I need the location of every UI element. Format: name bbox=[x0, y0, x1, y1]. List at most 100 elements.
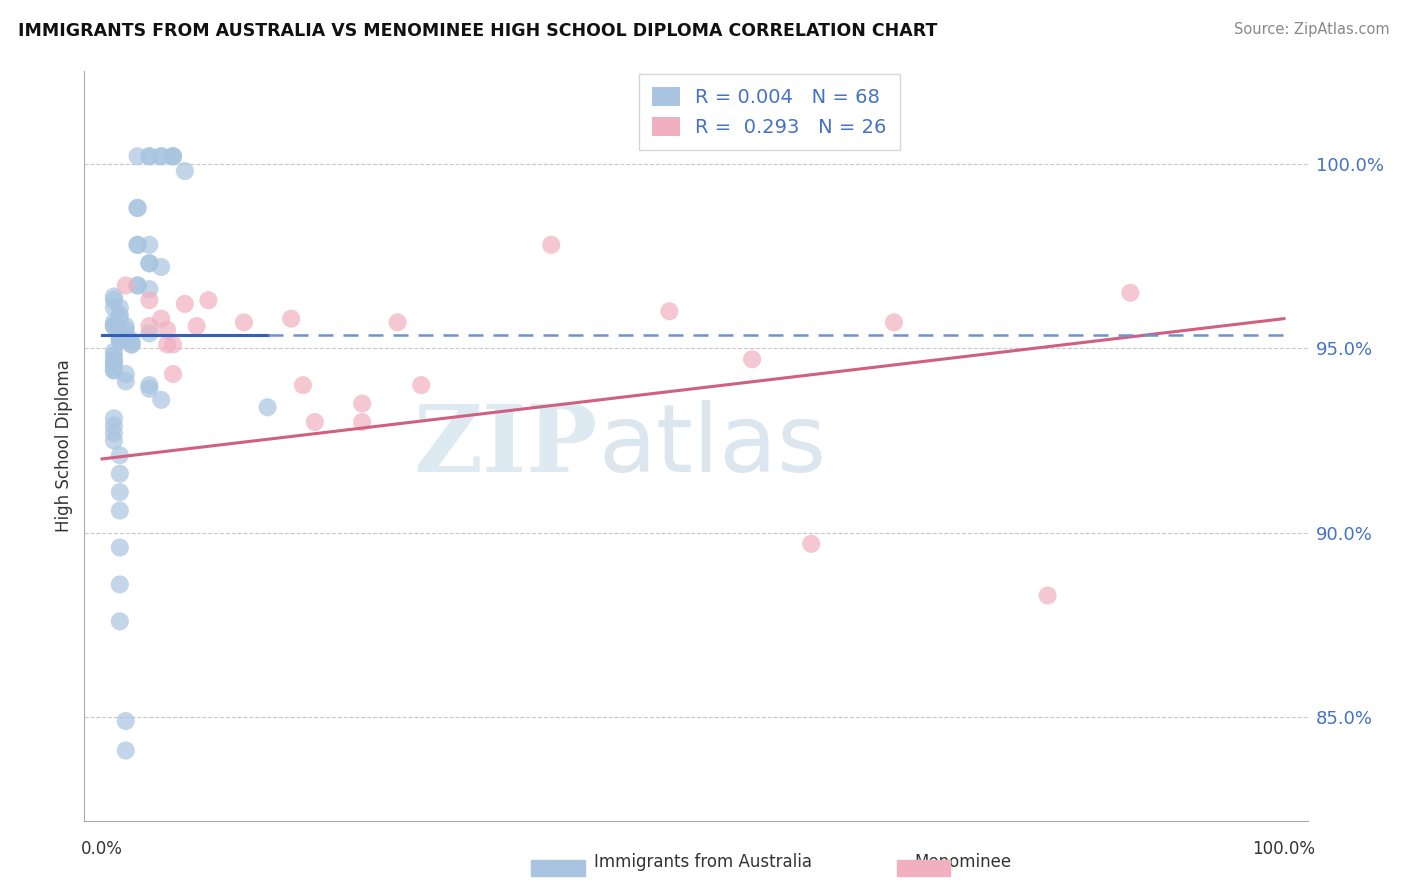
Point bbox=[108, 615, 131, 629]
Point bbox=[108, 577, 131, 591]
Point bbox=[114, 714, 136, 728]
Text: Source: ZipAtlas.com: Source: ZipAtlas.com bbox=[1233, 22, 1389, 37]
Point bbox=[108, 334, 131, 348]
Point bbox=[108, 301, 131, 315]
Point bbox=[103, 356, 125, 370]
Point bbox=[162, 149, 184, 163]
Point bbox=[127, 201, 149, 215]
Point bbox=[883, 315, 905, 329]
Point bbox=[138, 382, 160, 396]
Point bbox=[121, 334, 143, 348]
Point bbox=[232, 315, 254, 329]
Point bbox=[150, 392, 173, 407]
Point bbox=[108, 467, 131, 481]
Point bbox=[741, 352, 763, 367]
Point bbox=[103, 319, 125, 334]
Point bbox=[138, 149, 160, 163]
Point bbox=[114, 743, 136, 757]
Point bbox=[114, 375, 136, 389]
Point bbox=[256, 401, 278, 415]
Point bbox=[138, 149, 160, 163]
Point bbox=[108, 448, 131, 462]
Point bbox=[103, 356, 125, 370]
Point bbox=[186, 319, 208, 334]
Point bbox=[108, 330, 131, 344]
Point bbox=[108, 485, 131, 500]
Point bbox=[127, 237, 149, 252]
Point bbox=[1036, 589, 1059, 603]
Point bbox=[103, 315, 125, 329]
Point bbox=[138, 319, 160, 334]
Point bbox=[121, 337, 143, 351]
Point bbox=[103, 434, 125, 448]
Point bbox=[103, 289, 125, 303]
Point bbox=[103, 363, 125, 377]
Point bbox=[138, 237, 160, 252]
Point bbox=[103, 349, 125, 363]
Point bbox=[103, 359, 125, 374]
Point bbox=[127, 201, 149, 215]
Point bbox=[103, 319, 125, 334]
Legend: R = 0.004   N = 68, R =  0.293   N = 26: R = 0.004 N = 68, R = 0.293 N = 26 bbox=[638, 73, 900, 151]
Point bbox=[103, 293, 125, 308]
Point bbox=[127, 278, 149, 293]
Point bbox=[540, 237, 562, 252]
Point bbox=[127, 278, 149, 293]
Point bbox=[121, 337, 143, 351]
Point bbox=[108, 330, 131, 344]
Point bbox=[108, 334, 131, 348]
Point bbox=[304, 415, 326, 429]
Point bbox=[197, 293, 219, 308]
Point bbox=[108, 308, 131, 322]
Point bbox=[1119, 285, 1142, 300]
Point bbox=[138, 326, 160, 341]
Text: Immigrants from Australia: Immigrants from Australia bbox=[593, 853, 813, 871]
Point bbox=[162, 149, 184, 163]
Point bbox=[114, 326, 136, 341]
Text: atlas: atlas bbox=[598, 400, 827, 492]
Point bbox=[280, 311, 302, 326]
Point bbox=[114, 278, 136, 293]
Point bbox=[127, 237, 149, 252]
Text: ZIP: ZIP bbox=[413, 401, 598, 491]
Text: IMMIGRANTS FROM AUSTRALIA VS MENOMINEE HIGH SCHOOL DIPLOMA CORRELATION CHART: IMMIGRANTS FROM AUSTRALIA VS MENOMINEE H… bbox=[18, 22, 938, 40]
Point bbox=[173, 297, 195, 311]
Point bbox=[411, 378, 433, 392]
Point bbox=[103, 426, 125, 441]
Point bbox=[162, 149, 184, 163]
Point bbox=[114, 323, 136, 337]
Point bbox=[292, 378, 315, 392]
Point bbox=[103, 344, 125, 359]
Point bbox=[156, 337, 179, 351]
Text: Menominee: Menominee bbox=[914, 853, 1012, 871]
Point bbox=[138, 256, 160, 270]
Point bbox=[352, 396, 374, 410]
Point bbox=[103, 418, 125, 433]
Point bbox=[150, 311, 173, 326]
Point bbox=[103, 411, 125, 425]
Point bbox=[138, 282, 160, 296]
Point bbox=[162, 367, 184, 381]
Point bbox=[108, 541, 131, 555]
Point bbox=[108, 503, 131, 517]
Point bbox=[108, 311, 131, 326]
Point bbox=[103, 319, 125, 334]
Point bbox=[103, 352, 125, 367]
Point bbox=[173, 164, 195, 178]
Point bbox=[138, 256, 160, 270]
Point bbox=[114, 367, 136, 381]
Point bbox=[162, 337, 184, 351]
Point bbox=[114, 319, 136, 334]
Point bbox=[387, 315, 409, 329]
Text: 0.0%: 0.0% bbox=[82, 840, 124, 858]
Point bbox=[103, 363, 125, 377]
Y-axis label: High School Diploma: High School Diploma bbox=[55, 359, 73, 533]
Point bbox=[150, 149, 173, 163]
Point bbox=[138, 378, 160, 392]
Text: 100.0%: 100.0% bbox=[1253, 840, 1316, 858]
Point bbox=[800, 537, 823, 551]
Point bbox=[127, 149, 149, 163]
Point bbox=[156, 323, 179, 337]
Point bbox=[150, 149, 173, 163]
Point bbox=[138, 293, 160, 308]
